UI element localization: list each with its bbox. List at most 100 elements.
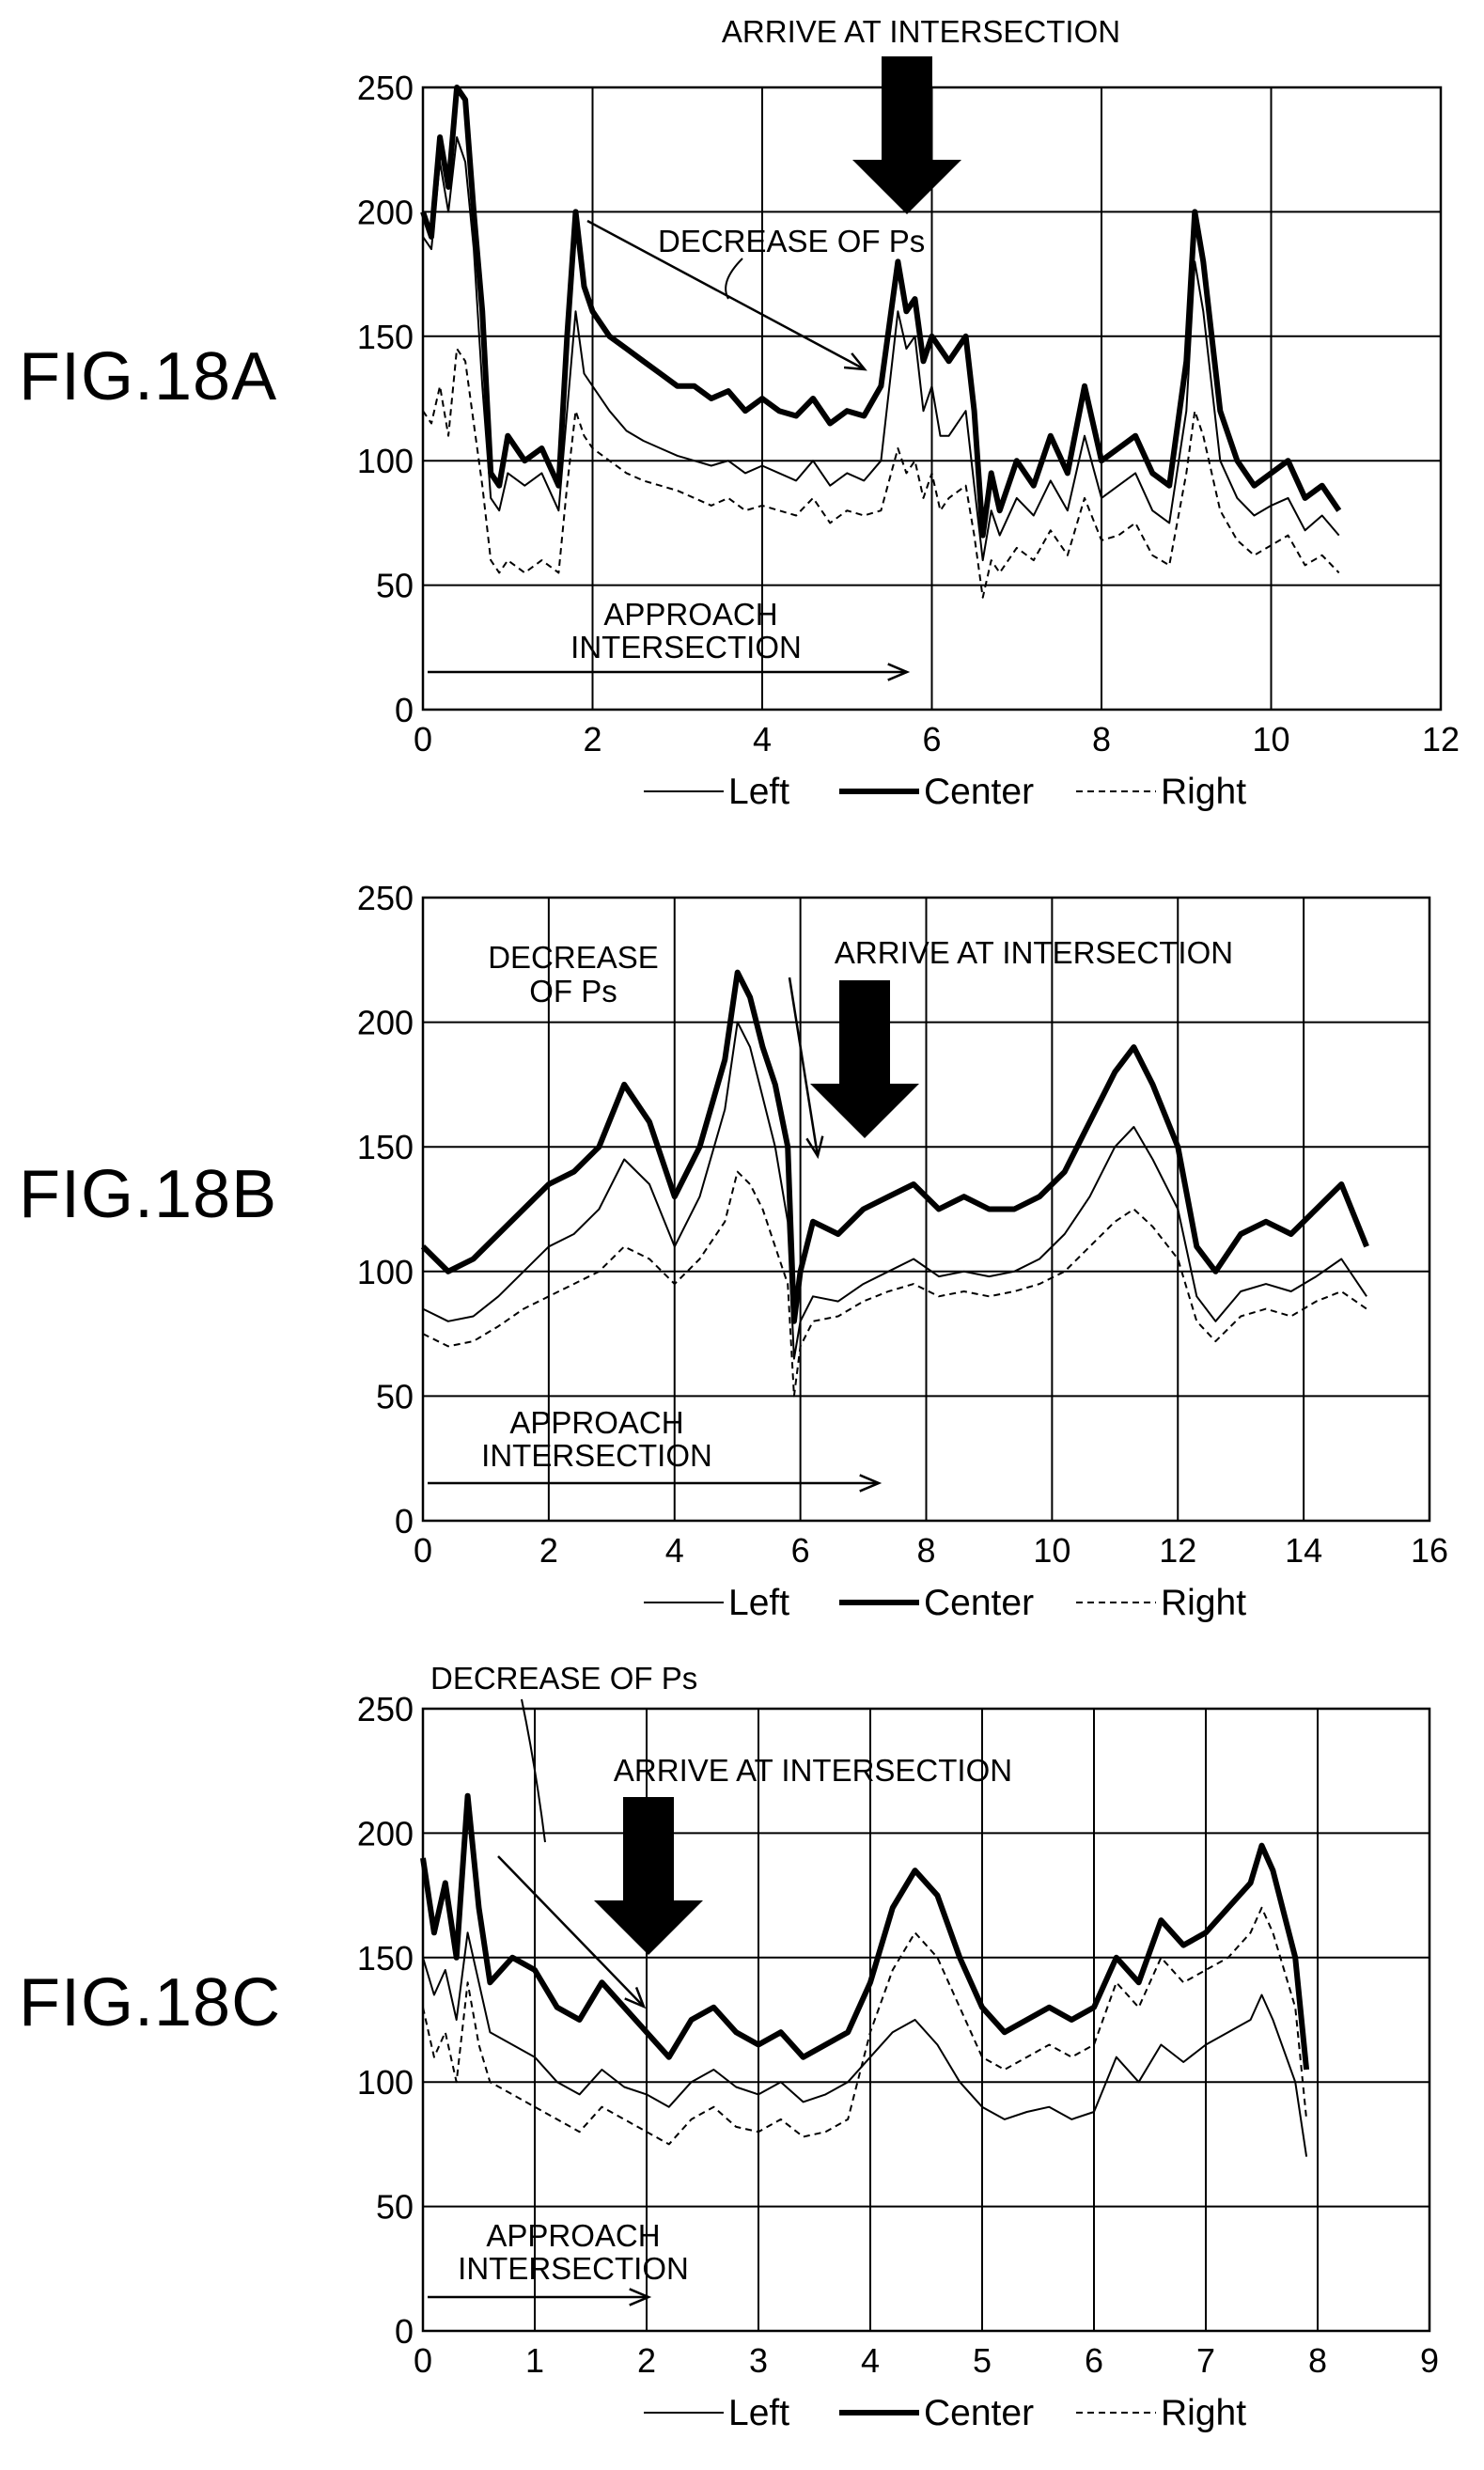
arrow-head: [805, 1135, 824, 1160]
chart-a-y-tick-label: 200: [357, 193, 414, 231]
chart-b-y-tick-label: 200: [357, 1004, 414, 1042]
chart-b-x-tick-label: 6: [791, 1531, 810, 1570]
chart-b-x-tick-label: 0: [414, 1531, 432, 1570]
chart-b-decrease-label-2: OF Ps: [529, 974, 617, 1008]
chart-a-x-tick-label: 4: [753, 720, 772, 758]
chart-b-approach-label-1: APPROACH: [509, 1405, 683, 1440]
chart-a-arrive-label: ARRIVE AT INTERSECTION: [722, 14, 1120, 49]
chart-b-legend-label-center: Center: [924, 1583, 1034, 1623]
chart-a-series-left-line: [422, 136, 1340, 562]
chart-c-y-tick-label: 150: [357, 1939, 414, 1978]
chart-c-y-tick-label: 0: [395, 2312, 414, 2351]
chart-b-arrive-arrow: [810, 980, 919, 1138]
chart-b-approach-label-2: INTERSECTION: [481, 1438, 712, 1473]
chart-b-y-tick-label: 0: [395, 1502, 414, 1540]
chart-c-x-tick-label: 6: [1085, 2341, 1103, 2380]
chart-c-x-tick-label: 4: [861, 2341, 880, 2380]
arrow-head: [624, 1987, 647, 2009]
chart-a-approach-label-2: INTERSECTION: [570, 630, 802, 664]
chart-a-decrease-label: DECREASE OF Ps: [658, 224, 925, 258]
chart-a-x-tick-label: 2: [583, 720, 601, 758]
chart-b-x-tick-label: 14: [1285, 1531, 1322, 1570]
chart-b-y-tick-label: 150: [357, 1128, 414, 1166]
chart-b-series-left-line: [422, 1021, 1367, 1360]
chart-c-y-tick-label: 50: [376, 2188, 414, 2227]
figure-label-b: FIG.18B: [19, 1157, 278, 1232]
chart-b-x-tick-label: 10: [1033, 1531, 1070, 1570]
chart-a-x-tick-label: 8: [1092, 720, 1111, 758]
chart-a-legend-label-center: Center: [924, 772, 1034, 812]
arrive-arrow-shape: [594, 1797, 703, 1955]
chart-a-y-tick-label: 0: [395, 691, 414, 729]
chart-a-x-tick-label: 12: [1422, 720, 1460, 758]
chart-a-y-tick-label: 250: [357, 69, 414, 107]
chart-b-x-tick-label: 12: [1159, 1531, 1196, 1570]
chart-b-y-tick-label: 100: [357, 1253, 414, 1291]
chart-a-arrive-arrow: [852, 56, 961, 214]
arrow-head: [859, 1474, 883, 1493]
chart-b-series-center-line: [420, 969, 1369, 1324]
chart-b-y-tick-label: 250: [357, 879, 414, 917]
arrow-head: [887, 663, 911, 681]
arrow-shaft: [788, 977, 820, 1157]
chart-b-approach-arrow: [428, 1474, 883, 1493]
chart-c-x-tick-label: 5: [973, 2341, 992, 2380]
chart-c-approach-label-2: INTERSECTION: [458, 2251, 689, 2286]
chart-c-y-tick-label: 200: [357, 1814, 414, 1852]
chart-a-series-right-line: [422, 348, 1340, 599]
chart-b-decrease-arrow: [788, 977, 824, 1160]
chart-c-decrease-arrow: [497, 1855, 647, 2009]
chart-a-approach-label-1: APPROACH: [603, 597, 777, 632]
chart-c-decrease-label: DECREASE OF Ps: [430, 1661, 697, 1696]
chart-a-x-tick-label: 10: [1252, 720, 1289, 758]
chart-c-approach-arrow: [428, 2288, 652, 2306]
chart-c-arrive-arrow: [594, 1797, 703, 1955]
arrow-head: [629, 2288, 652, 2306]
chart-c-x-tick-label: 9: [1420, 2341, 1439, 2380]
chart-a-x-tick-label: 0: [414, 720, 432, 758]
chart-b-x-tick-label: 2: [539, 1531, 558, 1570]
chart-a-approach-arrow: [428, 663, 911, 681]
chart-b-legend-label-left: Left: [728, 1583, 789, 1623]
chart-c-x-tick-label: 8: [1308, 2341, 1327, 2380]
chart-b-legend-label-right: Right: [1161, 1583, 1246, 1623]
chart-c-y-tick-label: 100: [357, 2063, 414, 2102]
chart-b-x-tick-label: 8: [916, 1531, 935, 1570]
chart-b-x-tick-label: 4: [665, 1531, 684, 1570]
chart-a-y-tick-label: 150: [357, 318, 414, 356]
chart-b-y-tick-label: 50: [376, 1377, 414, 1415]
chart-c-approach-label-1: APPROACH: [486, 2218, 660, 2253]
arrive-arrow-shape: [852, 56, 961, 214]
chart-c-legend-label-center: Center: [924, 2393, 1034, 2433]
chart-c-series-right-line: [422, 1906, 1308, 2146]
chart-a-legend-label-right: Right: [1161, 772, 1246, 812]
chart-c-x-tick-label: 1: [525, 2341, 544, 2380]
chart-b-decrease-label-1: DECREASE: [488, 940, 659, 975]
chart-b-series-right-line: [422, 1170, 1367, 1398]
chart-a-y-tick-label: 100: [357, 442, 414, 480]
figure-label-a: FIG.18A: [19, 339, 278, 414]
chart-a-legend-label-left: Left: [728, 772, 789, 812]
chart-c-x-tick-label: 0: [414, 2341, 432, 2380]
chart-b-arrive-label: ARRIVE AT INTERSECTION: [835, 935, 1233, 970]
chart-a-series-center-line: [420, 85, 1342, 539]
arrow-head: [843, 352, 867, 371]
chart-c-legend-label-left: Left: [728, 2393, 789, 2433]
chart-c-x-tick-label: 7: [1196, 2341, 1215, 2380]
chart-c-series-center-line: [420, 1792, 1310, 2071]
figure-label-c: FIG.18C: [19, 1965, 282, 2040]
chart-c-arrive-label: ARRIVE AT INTERSECTION: [614, 1753, 1012, 1788]
chart-c-decrease-leader: [521, 1698, 546, 1843]
chart-a-x-tick-label: 6: [922, 720, 941, 758]
arrow-shaft: [497, 1855, 645, 2008]
chart-a-decrease-leader: [725, 258, 743, 300]
chart-c-plot-frame: [421, 1707, 1431, 2333]
chart-c-y-tick-label: 250: [357, 1690, 414, 1728]
chart-b-x-tick-label: 16: [1411, 1531, 1448, 1570]
chart-a-y-tick-label: 50: [376, 567, 414, 605]
arrive-arrow-shape: [810, 980, 919, 1138]
chart-c-series-left-line: [422, 1931, 1308, 2157]
chart-c-x-tick-label: 3: [749, 2341, 768, 2380]
chart-c-x-tick-label: 2: [637, 2341, 656, 2380]
